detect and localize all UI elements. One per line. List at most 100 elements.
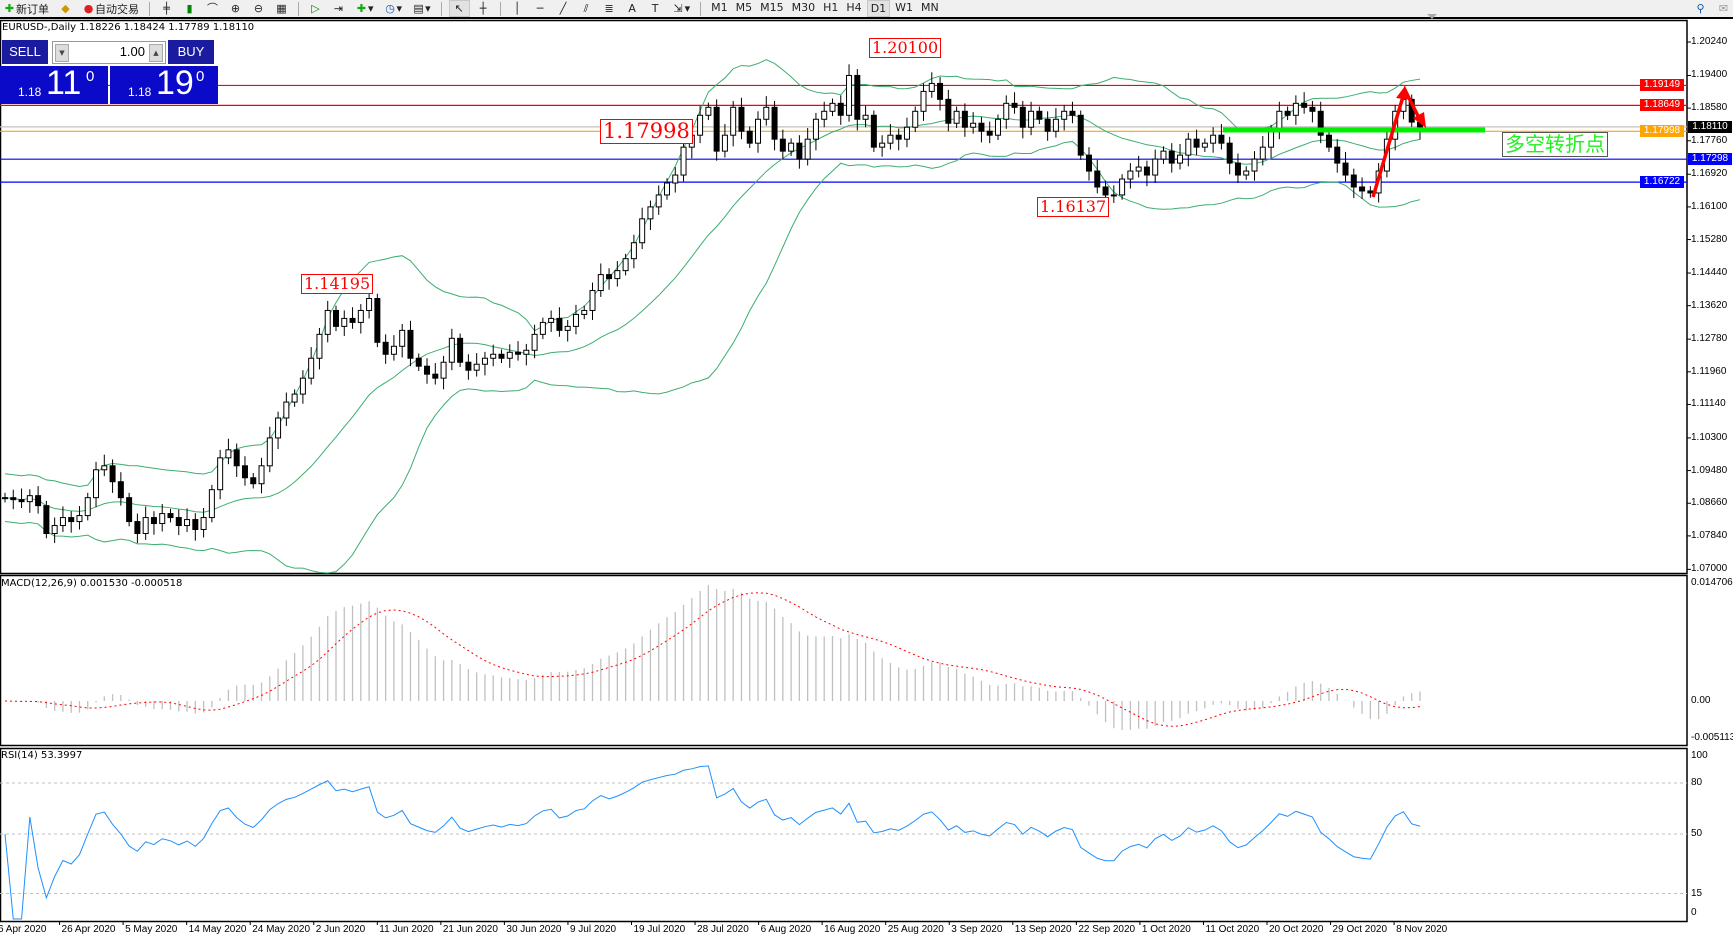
price-label-june-high[interactable]: 1.14195 — [301, 274, 374, 294]
sell-button[interactable]: SELL — [2, 40, 48, 64]
bear-candle — [109, 465, 116, 483]
bear-candle — [332, 309, 339, 327]
price-label-high[interactable]: 1.20100 — [869, 38, 942, 58]
fibonacci-icon: ≣ — [604, 2, 614, 15]
price-tag[interactable]: 1.19149 — [1640, 79, 1684, 92]
new-order-button[interactable]: ✚ 新订单 — [0, 1, 52, 16]
price-label-pivot[interactable]: 1.17998 — [600, 119, 693, 144]
bear-candle — [779, 138, 786, 152]
channel-icon: ⫽ — [583, 2, 589, 15]
price-tag[interactable]: 1.17998 — [1640, 125, 1684, 138]
line-chart-button[interactable]: ⌒ — [203, 1, 222, 16]
bull-candle — [548, 317, 555, 323]
bar-chart-button[interactable]: ╪ — [157, 1, 176, 16]
lot-size-input[interactable]: ▼ 1.00 ▲ — [52, 41, 166, 64]
market-watch-button[interactable]: ◆ — [56, 1, 75, 16]
bull-candle — [788, 142, 795, 152]
timeframe-d1[interactable]: D1 — [866, 0, 891, 17]
bull-candle — [655, 194, 662, 208]
tile-button[interactable]: ▦ — [272, 1, 291, 16]
lot-decrease-button[interactable]: ▼ — [55, 44, 69, 62]
bear-candle — [1193, 138, 1200, 148]
date-axis-label: 5 May 2020 — [125, 924, 178, 935]
timeframe-h4[interactable]: H4 — [846, 1, 862, 14]
autoscroll-button[interactable]: ▷ — [306, 1, 325, 16]
bull-candle — [308, 357, 315, 379]
chat-button[interactable]: ✉ — [1714, 1, 1733, 16]
price-label-low[interactable]: 1.16137 — [1037, 197, 1110, 217]
text-button[interactable]: A — [623, 1, 642, 16]
buy-button[interactable]: BUY — [168, 40, 214, 64]
crosshair-icon: ┼ — [479, 2, 487, 15]
bear-candle — [1317, 110, 1324, 136]
price-tag[interactable]: 1.18649 — [1640, 99, 1684, 112]
buy-price-fraction: 0 — [196, 68, 205, 85]
bull-candle — [366, 298, 373, 311]
candle-chart-button[interactable]: ▮ — [180, 1, 199, 16]
fibo-button[interactable]: ≣ — [600, 1, 619, 16]
bear-candle — [150, 517, 157, 525]
bull-candle — [581, 309, 588, 315]
bear-candle — [895, 134, 902, 140]
crosshair-button[interactable]: ┼ — [474, 1, 493, 16]
chart-shift-icon: ⇥ — [333, 2, 344, 15]
price-axis-label: 1.19400 — [1691, 69, 1728, 81]
horizontal-line-button[interactable]: ─ — [531, 1, 550, 16]
stop-icon: ● — [83, 2, 94, 15]
timeframe-mn[interactable]: MN — [921, 1, 939, 14]
bear-candle — [978, 122, 985, 132]
rsi-line — [4, 765, 1421, 920]
timeframe-m5[interactable]: M5 — [735, 1, 753, 14]
pivot-note-label[interactable]: 多空转折点 — [1502, 132, 1608, 157]
bear-candle — [1309, 106, 1316, 112]
search-button[interactable]: ⚲ — [1691, 1, 1710, 16]
price-tag[interactable]: 1.17298 — [1688, 153, 1732, 166]
date-axis-label: 20 Oct 2020 — [1269, 924, 1324, 935]
sell-price[interactable]: 1.18 11 0 — [0, 64, 108, 104]
price-tag[interactable]: 1.18110 — [1688, 120, 1732, 133]
arrows-button[interactable]: ⇲ ▾ — [673, 2, 691, 15]
timeframe-w1[interactable]: W1 — [895, 1, 914, 14]
lot-value[interactable]: 1.00 — [119, 44, 145, 59]
bull-candle — [912, 110, 919, 128]
periods-button[interactable]: ◷ ▾ — [385, 2, 403, 15]
macd-axis-label: 0.014706 — [1691, 577, 1733, 588]
timeframe-m30[interactable]: M30 — [791, 1, 816, 14]
zoom-out-icon: ⊖ — [253, 2, 264, 15]
indicators-button[interactable]: ✚ ▾ — [356, 2, 374, 15]
text-label-button[interactable]: T — [646, 1, 665, 16]
lot-increase-button[interactable]: ▲ — [149, 44, 163, 62]
trendline-button[interactable]: ╱ — [554, 1, 573, 16]
bull-candle — [821, 110, 828, 120]
date-axis-label: 11 Jun 2020 — [379, 924, 434, 935]
cursor-button[interactable]: ↖ — [448, 0, 470, 17]
bull-candle — [266, 437, 273, 467]
vertical-line-button[interactable]: │ — [508, 1, 527, 16]
date-axis-label: 19 Jul 2020 — [633, 924, 686, 935]
bull-candle — [597, 274, 604, 292]
zoom-in-button[interactable]: ⊕ — [226, 1, 245, 16]
tile-icon: ▦ — [276, 2, 287, 15]
channel-button[interactable]: ⫽ — [577, 1, 596, 16]
bull-candle — [473, 363, 480, 371]
autoscroll-icon: ▷ — [311, 2, 320, 15]
auto-trading-button[interactable]: ● 自动交易 — [79, 1, 142, 16]
bear-candle — [1168, 150, 1175, 164]
price-tag[interactable]: 1.16722 — [1640, 176, 1684, 189]
timeframe-h1[interactable]: H1 — [823, 1, 839, 14]
timeframe-m15[interactable]: M15 — [760, 1, 784, 14]
bull-candle — [1110, 194, 1117, 197]
timeframe-m1[interactable]: M1 — [711, 1, 728, 14]
macd-signal-line — [4, 592, 1421, 727]
rsi-pane-frame — [0, 747, 1688, 923]
price-axis-label: 1.16100 — [1691, 200, 1728, 212]
bear-candle — [1143, 166, 1150, 176]
macd-axis-label: -0.005113 — [1691, 732, 1733, 743]
templates-button[interactable]: ▤ ▾ — [413, 2, 431, 15]
bull-candle — [564, 325, 571, 331]
zoom-out-button[interactable]: ⊖ — [249, 1, 268, 16]
chart-shift-button[interactable]: ⇥ — [329, 1, 348, 16]
buy-price[interactable]: 1.18 19 0 — [110, 64, 218, 104]
clock-icon: ◷ — [385, 2, 395, 15]
